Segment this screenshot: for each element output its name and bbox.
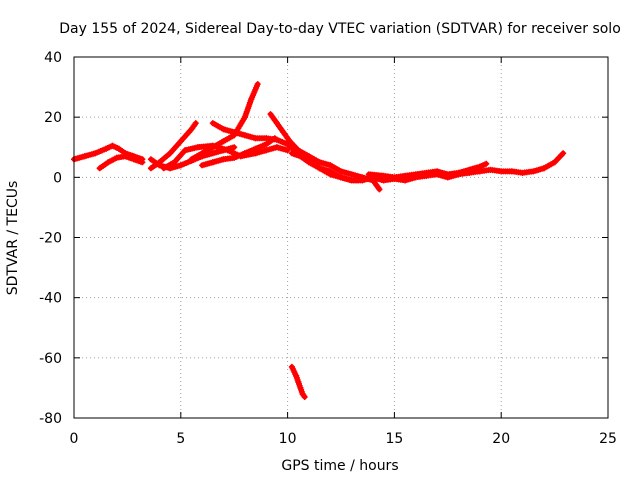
series-track-12: [370, 168, 483, 184]
y-tick-label: -40: [39, 291, 62, 307]
data-series: [71, 81, 567, 400]
data-point: [231, 144, 238, 151]
series-track-8: [199, 135, 278, 169]
x-tick-label: 0: [70, 431, 79, 447]
data-point: [376, 186, 383, 193]
x-tick-label: 20: [492, 431, 510, 447]
data-point: [284, 147, 291, 154]
data-point: [560, 150, 567, 157]
series-track-1: [71, 142, 146, 163]
x-tick-label: 5: [176, 431, 185, 447]
y-tick-label: 20: [44, 110, 62, 126]
y-tick-label: -20: [39, 231, 62, 247]
data-point: [301, 393, 308, 400]
y-tick-label: 40: [44, 50, 62, 66]
series-track-4: [147, 120, 199, 172]
series-track-10: [288, 150, 362, 184]
y-tick-label: -80: [39, 411, 62, 427]
series-track-7: [188, 81, 261, 163]
data-point: [483, 160, 490, 167]
chart-title: Day 155 of 2024, Sidereal Day-to-day VTE…: [59, 21, 621, 37]
x-tick-label: 25: [599, 431, 617, 447]
series-track-2: [96, 153, 146, 172]
x-tick-label: 15: [385, 431, 403, 447]
series-track-14: [288, 363, 308, 400]
x-tick-label: 10: [279, 431, 297, 447]
y-axis-label: SDTVAR / TECUs: [5, 181, 21, 296]
y-axis-ticks: -80 -60 -40 -20 0 20 40: [39, 50, 608, 427]
y-tick-label: -60: [39, 351, 62, 367]
x-axis-ticks: 0 5 10 15 20 25: [70, 57, 617, 447]
data-point: [355, 177, 362, 184]
data-point: [254, 81, 261, 88]
y-tick-label: 0: [53, 170, 62, 186]
x-axis-label: GPS time / hours: [281, 458, 398, 474]
series-track-13: [476, 150, 567, 176]
data-point: [271, 135, 278, 142]
series-track-9: [267, 111, 383, 193]
grid-lines: [74, 57, 608, 418]
data-point: [139, 159, 146, 166]
data-point: [192, 120, 199, 127]
